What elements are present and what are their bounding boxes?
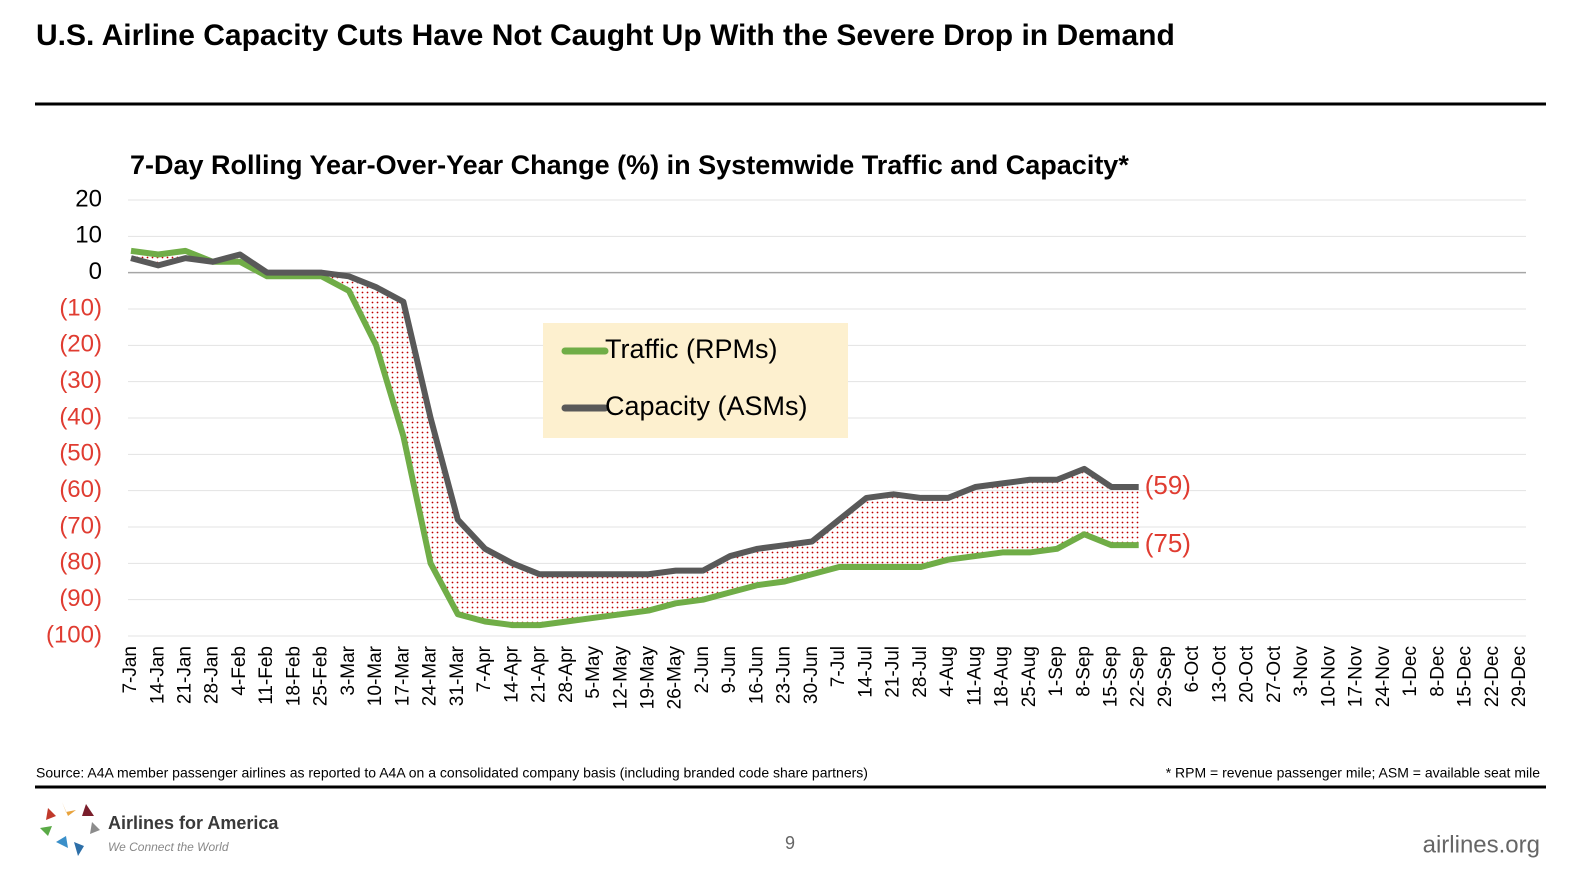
x-tick-label: 15-Dec [1455,646,1476,707]
x-tick-label: 17-Nov [1346,646,1367,708]
y-tick-label: 20 [75,185,102,212]
x-tick-label: 3-Mar [338,645,359,695]
x-tick-label: 10-Mar [365,645,386,706]
x-tick-label: 13-Oct [1209,645,1230,703]
x-tick-label: 4-Feb [229,646,250,696]
x-tick-label: 7-Apr [474,645,495,692]
x-tick-label: 21-Jul [883,646,904,698]
x-tick-label: 11-Aug [964,646,985,706]
legend-label: Traffic (RPMs) [605,334,778,364]
x-tick-label: 31-Mar [447,645,468,706]
y-tick-label: (70) [59,512,102,539]
plot: 20 10 0 (10) (20) (30) (40) (50) (60) (70) (80) (90… [46,185,1530,709]
x-tick-label: 18-Feb [283,646,304,706]
x-tick-label: 9-Jun [719,646,740,694]
x-tick-label: 24-Nov [1373,646,1394,708]
x-tick-label: 1-Dec [1400,646,1421,697]
series-line [130,251,1139,578]
x-tick-label: 7-Jul [828,646,849,687]
x-tick-label: 8-Sep [1073,646,1094,697]
y-tick-label: (20) [59,331,102,358]
x-tick-label: 14-Jan [147,646,168,704]
y-tick-label: (30) [59,367,102,394]
brand: Airlines for America [108,813,279,833]
x-tick-label: 4-Aug [937,646,958,697]
x-tick-label: 10-Nov [1318,646,1339,708]
tagline: We Connect the World [108,840,229,854]
x-tick-label: 29-Dec [1509,646,1530,707]
y-tick-label: (10) [59,294,102,321]
legend-box [543,323,848,438]
logo [40,802,100,856]
x-tick-label: 14-Apr [501,645,522,703]
x-tick-label: 18-Aug [992,646,1013,707]
x-tick-label: 28-Jul [910,646,931,698]
x-tick-label: 19-May [637,646,658,710]
x-tick-label: 26-May [665,646,686,710]
x-tick-label: 12-May [610,646,631,710]
x-tick-label: 25-Feb [311,646,332,706]
x-tick-label: 28-Jan [202,646,223,704]
y-tick-label: (90) [59,585,102,612]
x-tick-label: 24-Mar [420,645,441,706]
x-tick-label: 3-Nov [1291,646,1312,697]
y-tick-label: (80) [59,549,102,576]
x-tick-label: 2-Jun [692,646,713,694]
x-tick-label: 21-Apr [529,645,550,703]
x-tick-label: 25-Aug [1019,646,1040,707]
value-label: (59) [1145,470,1191,500]
x-tick-label: 14-Jul [855,646,876,698]
url: airlines.org [1423,831,1540,858]
y-tick-label: 10 [75,222,102,249]
y-tick-label: (40) [59,403,102,430]
x-tick-label: 16-Jun [746,646,767,704]
series-line [130,247,1139,629]
x-tick-label: 11-Feb [256,646,277,705]
y-tick-label: (100) [46,621,102,648]
x-tick-label: 5-May [583,646,604,699]
x-tick-label: 22-Sep [1128,646,1149,707]
x-tick-label: 20-Oct [1237,645,1258,703]
x-tick-label: 1-Sep [1046,646,1067,697]
chart-title: 7-Day Rolling Year-Over-Year Change (%) … [130,150,1129,180]
x-tick-label: 29-Sep [1155,646,1176,707]
legend-label: Capacity (ASMs) [605,391,808,421]
value-label: (75) [1145,528,1191,558]
x-tick-label: 21-Jan [174,646,195,704]
y-tick-label: 0 [89,258,102,285]
slide-title: U.S. Airline Capacity Cuts Have Not Caug… [36,19,1175,52]
x-tick-label: 22-Dec [1482,646,1503,707]
x-tick-label: 23-Jun [774,646,795,704]
x-tick-label: 15-Sep [1100,646,1121,707]
footnote: * RPM = revenue passenger mile; ASM = av… [1166,765,1541,781]
y-tick-label: (60) [59,476,102,503]
source: Source: A4A member passenger airlines as… [36,765,868,781]
x-tick-label: 28-Apr [556,645,577,703]
x-tick-label: 30-Jun [801,646,822,704]
x-tick-label: 7-Jan [120,646,141,694]
x-tick-label: 17-Mar [392,645,413,706]
page-number: 9 [785,833,795,853]
x-tick-label: 6-Oct [1182,645,1203,692]
x-tick-label: 27-Oct [1264,645,1285,703]
y-tick-label: (50) [59,440,102,467]
gap-area [131,250,1139,626]
x-tick-label: 8-Dec [1427,646,1448,697]
